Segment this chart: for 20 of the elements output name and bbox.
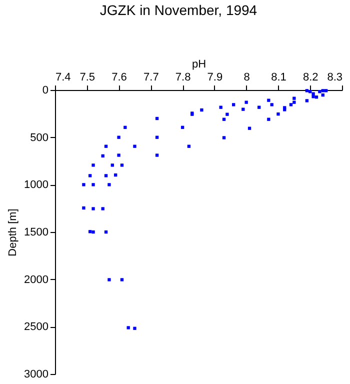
y-tick-label: 0: [42, 84, 48, 96]
x-tick-label: 7.4: [56, 72, 71, 84]
x-tick-label: 7.8: [175, 72, 191, 84]
y-tick-label: 3000: [24, 368, 48, 380]
y-tick-label: 1500: [24, 226, 48, 238]
x-axis-title: pH: [192, 58, 206, 70]
y-tick-label: 1000: [24, 179, 48, 192]
y-tick-label: 2000: [24, 274, 48, 286]
y-tick-label: 500: [30, 132, 48, 144]
x-tick-label: 7.7: [144, 72, 159, 84]
y-tick-label: 2500: [24, 321, 48, 334]
x-tick-label: 8.1: [271, 72, 286, 84]
x-tick-label: 8.2: [302, 72, 318, 84]
x-tick-label: 8.3: [327, 72, 342, 84]
x-tick-label: 8: [244, 72, 250, 84]
y-axis-title: Depth [m]: [7, 208, 20, 256]
x-tick-label: 7.9: [207, 72, 223, 84]
chart-title: JGZK in November, 1994: [100, 2, 258, 18]
x-tick-label: 7.6: [112, 72, 127, 84]
x-tick-label: 7.5: [80, 72, 96, 84]
